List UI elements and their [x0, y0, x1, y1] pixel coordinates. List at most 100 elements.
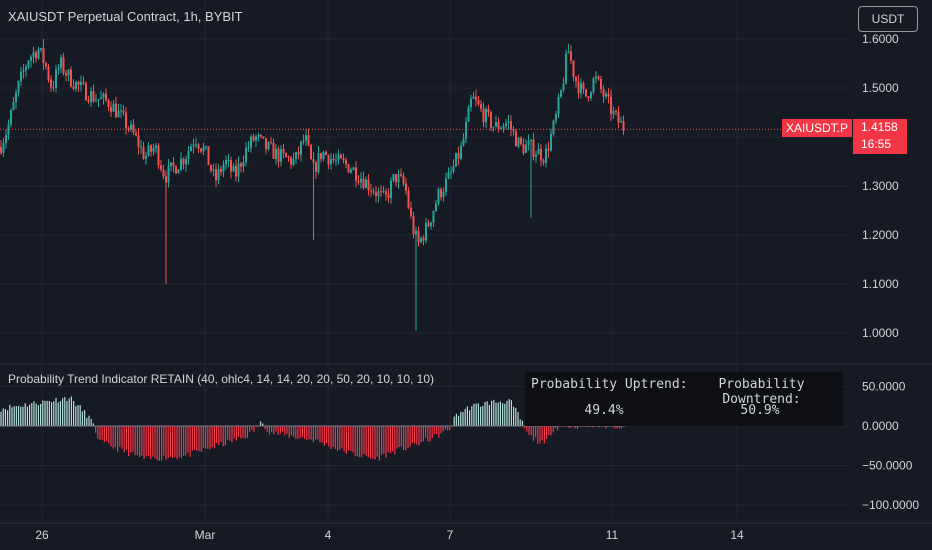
- candle-body: [377, 191, 380, 197]
- candle-body: [400, 174, 402, 176]
- candle-body: [470, 98, 472, 108]
- candle-body: [282, 149, 285, 153]
- candle-body: [40, 48, 42, 50]
- candle-body: [557, 96, 560, 115]
- candle-body: [440, 189, 442, 198]
- candle-body: [372, 191, 375, 193]
- candle-body: [102, 93, 105, 98]
- candle-body: [430, 222, 432, 227]
- candle-body: [205, 146, 207, 148]
- candle-body: [357, 180, 360, 183]
- prob-down-value: 50.9%: [740, 403, 780, 418]
- candle-body: [322, 151, 325, 160]
- candle-body: [182, 158, 185, 165]
- candle-body: [520, 137, 522, 144]
- candle-body: [600, 78, 602, 90]
- candle-body: [490, 112, 492, 128]
- candle-body: [612, 110, 615, 115]
- candle-body: [527, 141, 530, 145]
- candle-body: [262, 136, 265, 139]
- candle-body: [595, 76, 597, 79]
- candle-body: [12, 102, 15, 111]
- candle-body: [317, 152, 320, 173]
- candle-body: [462, 138, 465, 146]
- candle-body: [620, 121, 622, 123]
- candle-body: [37, 49, 40, 59]
- candle-body: [47, 66, 50, 80]
- candle-body: [155, 145, 157, 148]
- candle-body: [485, 108, 487, 123]
- candle-body: [597, 76, 600, 79]
- candle-body: [552, 120, 555, 134]
- candle-body: [565, 53, 567, 84]
- candle-body: [142, 146, 145, 159]
- candle-body: [145, 155, 147, 159]
- candle-body: [505, 122, 507, 127]
- candle-body: [230, 160, 232, 172]
- candle-body: [397, 174, 400, 183]
- candle-body: [325, 151, 327, 156]
- candle-body: [367, 179, 370, 191]
- candle-body: [352, 167, 355, 170]
- candle-body: [225, 160, 227, 165]
- time-axis-tick: 7: [447, 528, 454, 542]
- candle-body: [365, 179, 367, 189]
- indicator-axis-tick: 0.0000: [862, 419, 899, 433]
- candle-body: [52, 87, 55, 89]
- candle-body: [192, 144, 195, 147]
- candle-body: [330, 159, 332, 165]
- candle-body: [412, 216, 415, 235]
- candle-body: [345, 160, 347, 165]
- candle-body: [35, 52, 37, 59]
- candle-body: [80, 82, 82, 85]
- candle-body: [492, 126, 495, 128]
- candle-body: [617, 111, 620, 123]
- time-axis-tick: 4: [325, 528, 332, 542]
- candle-body: [530, 139, 532, 142]
- candle-body: [110, 106, 112, 112]
- indicator-axis-tick: −50.0000: [862, 459, 913, 473]
- currency-button[interactable]: USDT: [858, 6, 918, 32]
- candle-body: [272, 143, 275, 159]
- candle-body: [450, 171, 452, 173]
- candle-body: [585, 89, 587, 97]
- candle-body: [312, 158, 315, 163]
- candle-body: [0, 146, 2, 153]
- candle-body: [562, 83, 565, 91]
- candle-body: [132, 124, 135, 133]
- candle-body: [202, 146, 205, 152]
- candle-body: [247, 147, 250, 149]
- candle-body: [545, 148, 547, 163]
- candle-body: [22, 70, 25, 72]
- candle-body: [120, 110, 122, 112]
- candle-body: [582, 83, 585, 90]
- candle-body: [30, 56, 32, 61]
- candle-body: [280, 149, 282, 162]
- probability-table: Probability Uptrend: Probability Downtre…: [525, 372, 843, 426]
- time-axis-tick: 14: [730, 528, 744, 542]
- candle-body: [510, 121, 512, 130]
- candle-body: [130, 124, 132, 130]
- candle-body: [65, 72, 67, 76]
- candle-body: [327, 155, 330, 165]
- candle-body: [82, 82, 85, 84]
- candle-body: [20, 71, 22, 82]
- candle-body: [27, 60, 30, 67]
- candle-body: [165, 176, 167, 183]
- candle-body: [67, 69, 70, 76]
- candle-body: [15, 92, 17, 103]
- price-axis-tick: 1.6000: [862, 32, 899, 46]
- candle-body: [127, 128, 130, 130]
- candle-body: [457, 153, 460, 159]
- candle-body: [387, 194, 390, 198]
- candle-body: [522, 143, 525, 153]
- candle-body: [347, 164, 350, 173]
- candle-body: [32, 52, 35, 57]
- candle-body: [577, 81, 580, 94]
- candle-body: [187, 151, 190, 160]
- candle-body: [385, 191, 387, 195]
- candle-body: [337, 154, 340, 160]
- candle-body: [197, 144, 200, 149]
- candle-body: [7, 124, 10, 136]
- candle-body: [465, 121, 467, 139]
